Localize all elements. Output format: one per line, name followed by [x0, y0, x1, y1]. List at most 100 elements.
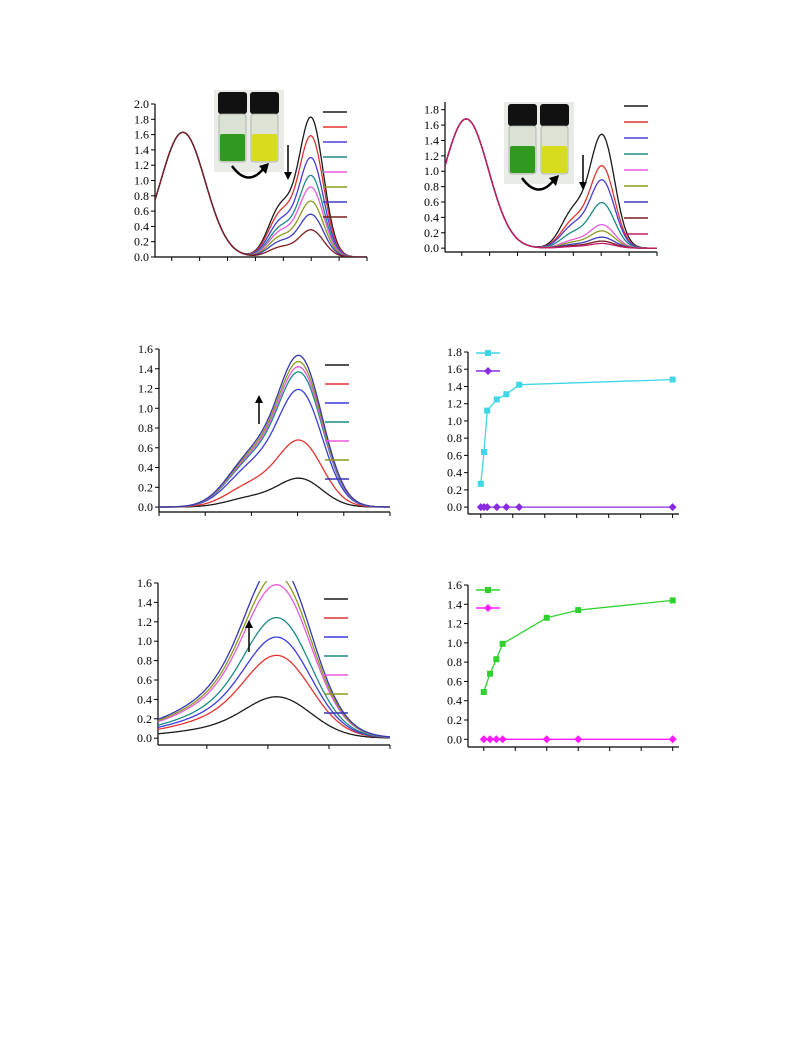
y-tick-label: 1.0 [138, 401, 153, 415]
y-tick-label: 1.2 [447, 397, 462, 411]
data-point [516, 381, 523, 388]
y-tick-label: 0.2 [447, 483, 462, 497]
y-tick-label: 0.6 [134, 204, 149, 218]
curved-arrow-head [549, 175, 559, 186]
y-tick-label: 1.6 [137, 576, 152, 590]
y-tick-label: 0.2 [134, 235, 149, 249]
chart-bot-d: 0.0 0.2 0.4 0.6 0.8 1.0 1.2 1.4 1.6 [447, 578, 679, 751]
data-point [480, 448, 487, 455]
series-line-1min [158, 654, 390, 739]
y-tick-label: 1.4 [134, 143, 149, 157]
plot-area [445, 118, 657, 249]
data-point [669, 376, 676, 383]
series-line-0min [158, 696, 390, 739]
y-tick-label: 0.0 [134, 250, 149, 264]
curved-arrow [230, 165, 265, 179]
vial-cap [250, 92, 279, 114]
vial-photo [504, 102, 574, 184]
y-tick-label: 1.0 [424, 164, 439, 178]
yellow-solution [542, 146, 567, 173]
y-tick-label: 0.4 [134, 219, 149, 233]
vial-cap [508, 104, 537, 126]
vial-cap [540, 104, 569, 126]
data-point [543, 614, 550, 621]
y-tick-label: 0.8 [137, 654, 152, 668]
y-tick-label: 1.2 [447, 617, 462, 631]
series-line-10min [158, 584, 390, 738]
legend-marker [484, 367, 492, 375]
data-point [575, 607, 582, 614]
plot-area [159, 354, 390, 508]
data-point [484, 407, 491, 414]
arrow-head [245, 620, 253, 628]
y-tick-label: 0.6 [447, 448, 462, 462]
y-tick-label: 1.4 [447, 597, 462, 611]
legend-marker [484, 604, 492, 612]
green-solution [510, 146, 535, 173]
y-tick-label: 0.0 [137, 731, 152, 745]
y-tick-label: 0.0 [424, 241, 439, 255]
series-line-0 [480, 378, 673, 484]
vial-photo [214, 90, 284, 172]
series-line-0 [483, 599, 673, 693]
y-tick-label: 1.2 [137, 615, 152, 629]
y-tick-label: 0.6 [138, 441, 153, 455]
data-point [668, 503, 677, 512]
y-tick-label: 0.2 [138, 480, 153, 494]
y-tick-label: 1.2 [138, 382, 153, 396]
series-line-8min [159, 366, 390, 508]
y-tick-label: 0.0 [447, 732, 462, 746]
chart-mid-a: 0.0 0.2 0.4 0.6 0.8 1.0 1.2 1.4 1.6 [138, 342, 391, 516]
data-point [480, 689, 487, 696]
data-point [483, 503, 492, 512]
series-line-0min [159, 477, 390, 508]
legend-marker [485, 587, 491, 593]
vial-cap [218, 92, 247, 114]
y-tick-label: 1.2 [424, 149, 439, 163]
series-line-1min [159, 439, 390, 508]
data-point [493, 396, 500, 403]
y-tick-label: 0.6 [447, 674, 462, 688]
y-tick-label: 1.0 [134, 174, 149, 188]
y-tick-label: 1.4 [138, 362, 153, 376]
curved-arrow [520, 177, 555, 191]
chart-top-a: 0.00.2 0.40.60.81.0 1.21.41.6 1.82.0 [134, 90, 368, 264]
arrow-head [255, 395, 263, 403]
data-point [668, 735, 677, 744]
y-tick-label: 0.6 [424, 195, 439, 209]
plot-area [476, 376, 677, 512]
data-point [492, 503, 501, 512]
curved-arrow-head [259, 163, 269, 174]
y-tick-label: 1.8 [447, 345, 462, 359]
y-tick-label: 1.2 [134, 158, 149, 172]
y-tick-label: 0.8 [447, 655, 462, 669]
data-point [669, 597, 676, 604]
y-tick-label: 0.8 [134, 189, 149, 203]
y-tick-label: 0.0 [138, 500, 153, 514]
y-tick-label: 0.2 [424, 226, 439, 240]
y-tick-label: 1.4 [447, 379, 462, 393]
data-point [486, 735, 495, 744]
data-point [492, 735, 501, 744]
series-line-2min [158, 636, 390, 739]
y-tick-label: 1.6 [447, 578, 462, 592]
y-tick-label: 0.0 [447, 500, 462, 514]
series-line-12min [159, 360, 390, 508]
y-tick-label: 0.4 [424, 210, 439, 224]
y-tick-label: 0.4 [447, 694, 462, 708]
yellow-solution [252, 134, 277, 161]
chart-top-b: 0.00.2 0.40.60.8 1.01.2 1.41.61.8 [424, 102, 658, 256]
data-point [502, 503, 511, 512]
series-line-30min [158, 581, 390, 738]
y-tick-label: 1.6 [138, 342, 153, 356]
arrow-head [579, 182, 587, 190]
data-point [542, 735, 551, 744]
y-tick-label: 1.4 [137, 595, 152, 609]
green-solution [220, 134, 245, 161]
y-tick-label: 1.8 [134, 112, 149, 126]
data-point [498, 735, 507, 744]
y-tick-label: 2.0 [134, 97, 149, 111]
y-tick-label: 1.0 [447, 414, 462, 428]
y-tick-label: 1.4 [424, 133, 439, 147]
